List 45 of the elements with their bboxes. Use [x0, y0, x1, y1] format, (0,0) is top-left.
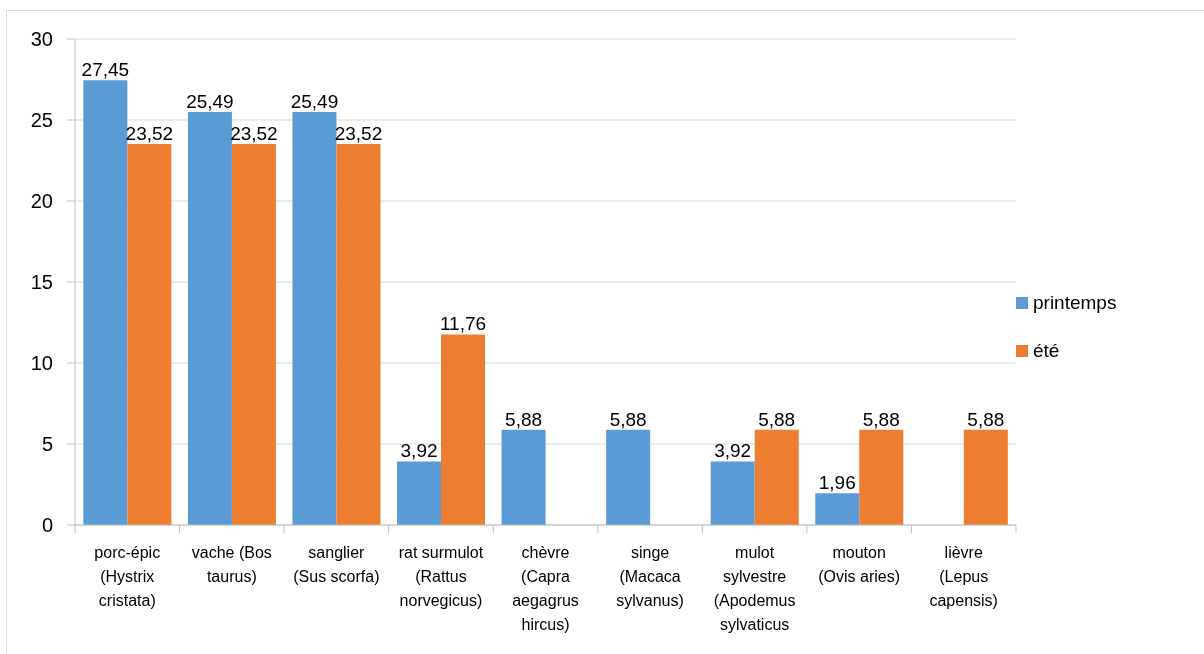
bar — [710, 461, 755, 525]
data-label: 5,88 — [609, 408, 647, 430]
x-tick-label: porc-épic (Hystrix cristata) — [94, 544, 161, 609]
x-tick-label: singe (Macaca sylvanus) — [616, 544, 684, 609]
data-label: 25,49 — [186, 91, 234, 113]
bar — [397, 461, 442, 525]
y-tick-label: 25 — [30, 109, 53, 132]
bar — [187, 112, 232, 525]
x-tick-label: mulot sylvestre (Apodemus sylvaticus — [713, 544, 796, 633]
data-label: 27,45 — [81, 59, 130, 81]
data-label: 3,92 — [714, 440, 752, 462]
x-tick-label: sanglier (Sus scorfa) — [293, 544, 380, 585]
bar — [336, 143, 381, 525]
bar — [606, 429, 651, 525]
x-tick-label: chèvre (Capra aegagrus hircus) — [512, 544, 579, 633]
data-label: 1,96 — [818, 472, 856, 494]
x-tick-label: rat surmulot (Rattus norvegicus) — [398, 544, 484, 609]
y-tick-label: 0 — [41, 514, 53, 537]
data-label: 5,88 — [862, 408, 900, 430]
bar — [501, 429, 546, 525]
bar — [231, 143, 276, 525]
y-tick-label: 10 — [30, 352, 53, 375]
bar — [292, 112, 337, 525]
bar — [963, 429, 1008, 525]
bar — [127, 143, 172, 525]
data-label: 3,92 — [400, 440, 438, 462]
bar — [859, 429, 904, 525]
data-label: 5,88 — [505, 408, 543, 430]
data-label: 5,88 — [967, 408, 1005, 430]
y-tick-label: 5 — [41, 433, 53, 456]
data-label: 5,88 — [758, 408, 796, 430]
legend-label: été — [1033, 340, 1060, 362]
data-label: 11,76 — [439, 313, 487, 335]
x-tick-label: mouton (Ovis aries) — [818, 544, 901, 585]
x-tick-label: vache (Bos taurus) — [191, 544, 272, 585]
x-tick-label: lièvre (Lepus capensis) — [929, 544, 998, 609]
y-tick-label: 30 — [30, 28, 53, 51]
bar — [83, 80, 128, 525]
y-tick-label: 15 — [30, 271, 53, 294]
bar — [754, 429, 799, 525]
y-tick-label: 20 — [30, 190, 53, 213]
legend-label: printemps — [1033, 292, 1117, 314]
bar — [441, 334, 486, 525]
data-label: 25,49 — [290, 91, 339, 113]
bar — [815, 493, 860, 525]
